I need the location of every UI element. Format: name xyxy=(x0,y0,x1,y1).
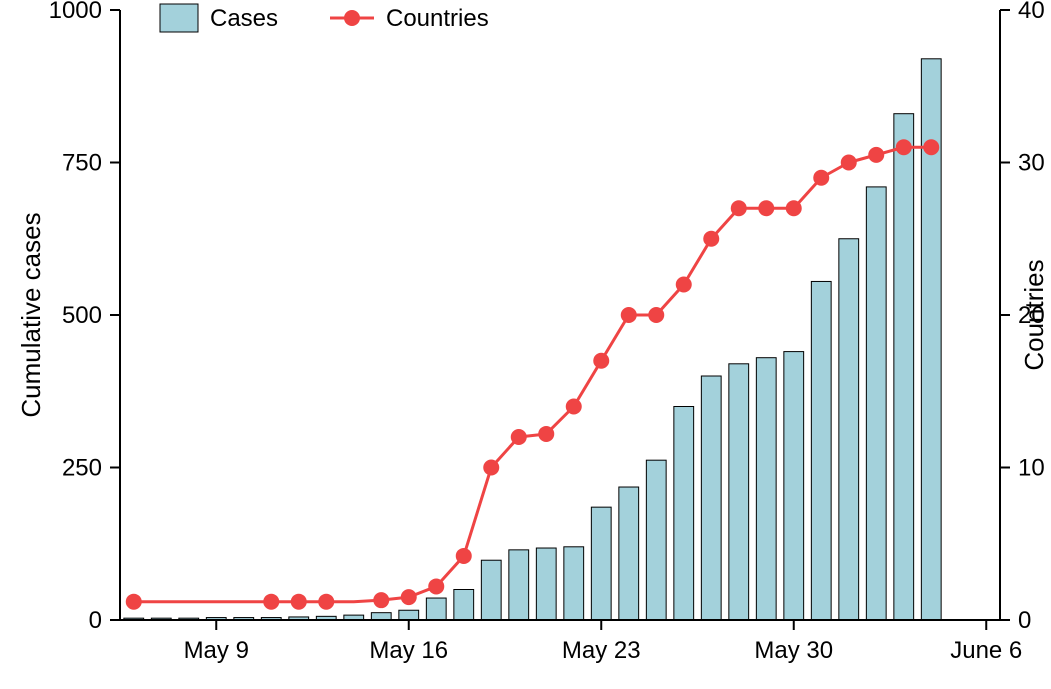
bar xyxy=(536,548,556,620)
ytick-left-label: 250 xyxy=(62,455,102,482)
xtick-label: June 6 xyxy=(950,637,1022,664)
countries-marker xyxy=(263,594,279,610)
countries-marker xyxy=(318,594,334,610)
countries-marker xyxy=(401,589,417,605)
bar xyxy=(591,507,611,620)
ytick-left-label: 750 xyxy=(62,150,102,177)
bar xyxy=(646,460,666,620)
countries-marker xyxy=(126,594,142,610)
countries-marker xyxy=(813,170,829,186)
countries-marker xyxy=(566,399,582,415)
legend-marker-countries xyxy=(344,10,360,26)
bar xyxy=(894,114,914,620)
countries-marker xyxy=(428,578,444,594)
countries-marker xyxy=(483,460,499,476)
yaxis-left-title: Cumulative cases xyxy=(16,212,46,417)
bar xyxy=(454,590,474,621)
bar xyxy=(674,407,694,621)
countries-marker xyxy=(676,277,692,293)
countries-marker xyxy=(538,426,554,442)
chart-container: 02505007501000010203040May 9May 16May 23… xyxy=(0,0,1051,689)
countries-marker xyxy=(923,139,939,155)
bar xyxy=(426,598,446,620)
bar xyxy=(729,364,749,620)
ytick-left-label: 500 xyxy=(62,302,102,329)
legend-swatch-cases xyxy=(160,4,198,32)
bar xyxy=(866,187,886,620)
chart-svg: 02505007501000010203040May 9May 16May 23… xyxy=(0,0,1051,689)
ytick-right-label: 30 xyxy=(1018,150,1045,177)
countries-marker xyxy=(731,200,747,216)
legend-label-countries: Countries xyxy=(386,5,489,32)
countries-marker xyxy=(703,231,719,247)
bar xyxy=(784,352,804,620)
bar xyxy=(509,550,529,620)
bar xyxy=(399,610,419,620)
countries-marker xyxy=(291,594,307,610)
countries-marker xyxy=(758,200,774,216)
xtick-label: May 9 xyxy=(184,637,249,664)
countries-marker xyxy=(621,307,637,323)
bar xyxy=(619,487,639,620)
countries-marker xyxy=(648,307,664,323)
xtick-label: May 23 xyxy=(562,637,641,664)
bar xyxy=(701,376,721,620)
ytick-left-label: 1000 xyxy=(49,0,102,24)
xtick-label: May 16 xyxy=(369,637,448,664)
bar xyxy=(756,358,776,620)
countries-marker xyxy=(868,147,884,163)
countries-marker xyxy=(786,200,802,216)
countries-marker xyxy=(456,548,472,564)
bar xyxy=(564,547,584,620)
ytick-right-label: 10 xyxy=(1018,455,1045,482)
yaxis-right-title: Countries xyxy=(1019,259,1049,370)
countries-marker xyxy=(373,592,389,608)
ytick-left-label: 0 xyxy=(89,607,102,634)
bar xyxy=(811,281,831,620)
bar xyxy=(371,613,391,620)
countries-marker xyxy=(593,353,609,369)
legend-label-cases: Cases xyxy=(210,5,278,32)
xtick-label: May 30 xyxy=(754,637,833,664)
countries-marker xyxy=(841,155,857,171)
bar xyxy=(481,560,501,620)
countries-marker xyxy=(511,429,527,445)
ytick-right-label: 40 xyxy=(1018,0,1045,24)
bar xyxy=(839,239,859,620)
countries-marker xyxy=(896,139,912,155)
ytick-right-label: 0 xyxy=(1018,607,1031,634)
